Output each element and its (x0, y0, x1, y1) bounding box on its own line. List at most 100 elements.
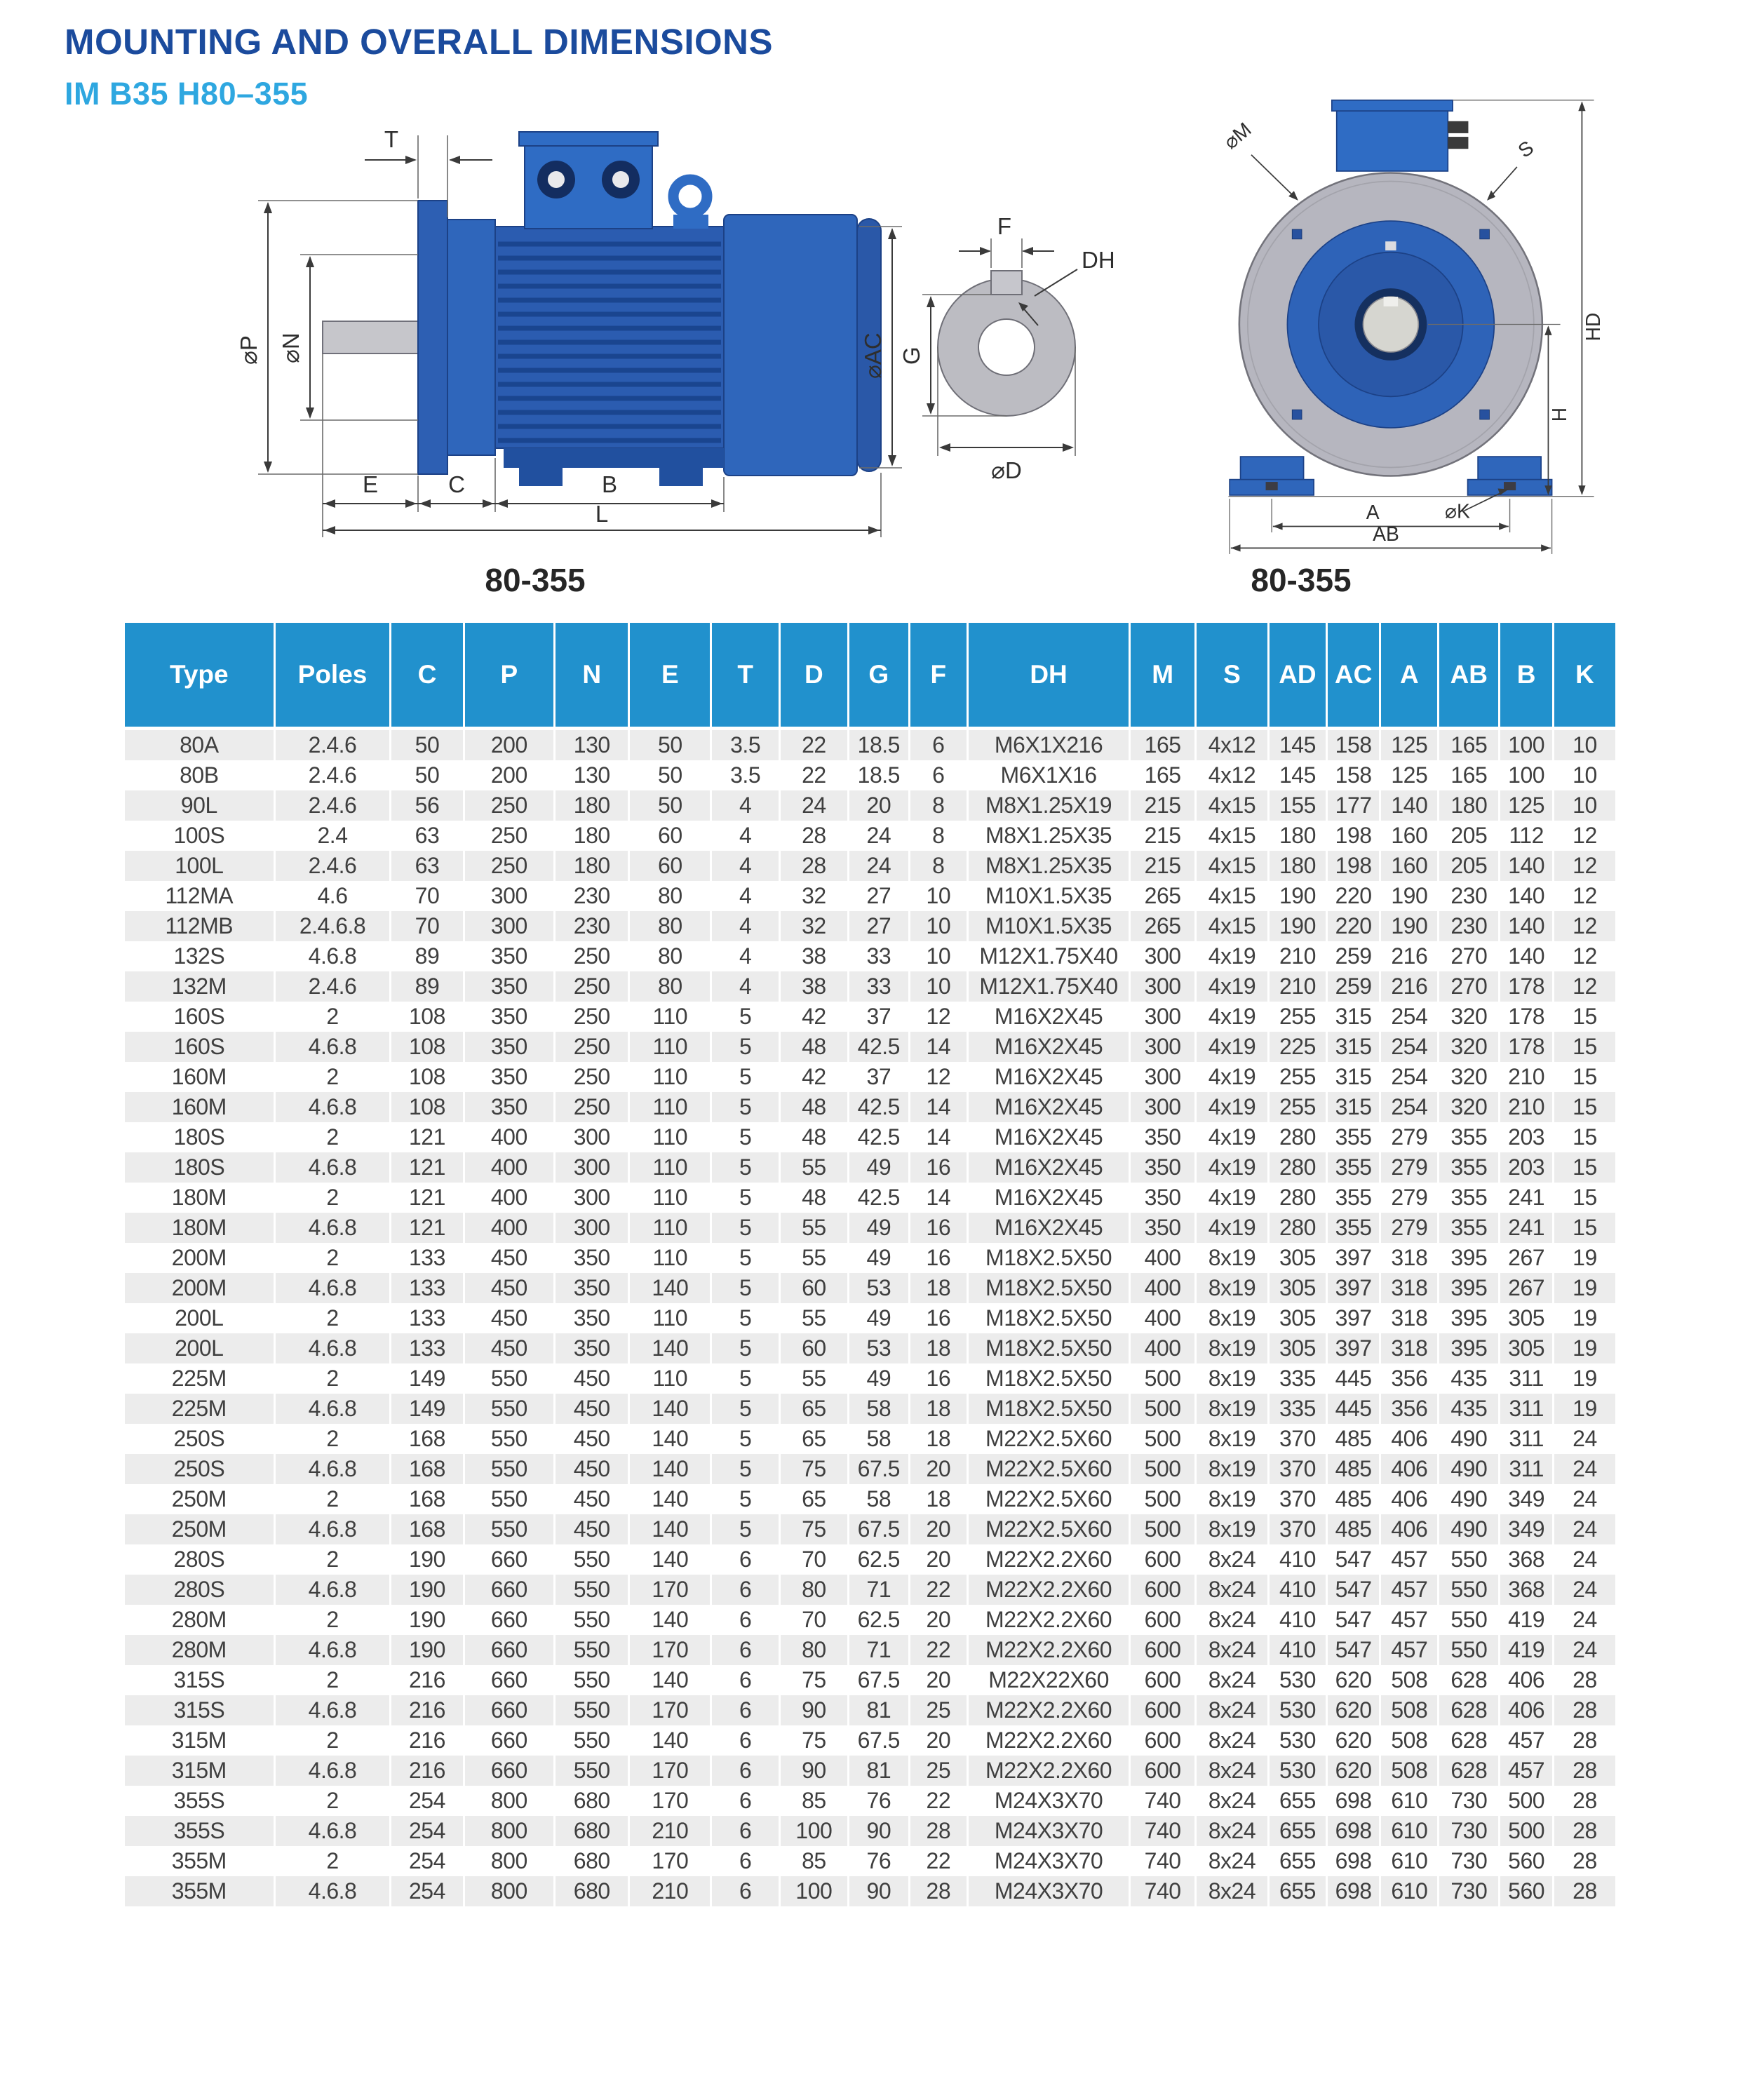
table-cell: 49 (849, 1303, 910, 1333)
table-cell: 49 (849, 1243, 910, 1273)
table-cell: 190 (391, 1635, 465, 1665)
table-cell: 90 (849, 1816, 910, 1846)
table-cell: 149 (391, 1363, 465, 1394)
table-cell: 53 (849, 1273, 910, 1303)
table-cell: 20 (910, 1454, 969, 1484)
table-cell: 140 (630, 1665, 713, 1695)
table-cell: 16 (910, 1213, 969, 1243)
table-cell: 100 (781, 1876, 849, 1906)
table-row: 80B 2.4.6 50 200 130 50 3.5 22 18.5 6 M6X1X16 165 4x… (125, 760, 1615, 790)
conduit-entry (1448, 137, 1469, 149)
table-cell: 300 (1131, 1092, 1197, 1122)
table-cell: M16X2X45 (968, 1122, 1131, 1152)
table-cell: M8X1.25X19 (968, 790, 1131, 821)
table-cell: 500 (1131, 1424, 1197, 1454)
foot-bolt-hole (1265, 482, 1278, 491)
table-cell: 2.4.6 (275, 790, 392, 821)
table-cell: 350 (1131, 1213, 1197, 1243)
table-cell: 530 (1270, 1695, 1328, 1725)
table-row: 225M 2 149 550 450 110 5 55 49 16 M18X2.5X50 500 8x1… (125, 1363, 1615, 1394)
table-cell: M24X3X70 (968, 1876, 1131, 1906)
keyway (990, 270, 1023, 295)
table-cell: 110 (630, 1092, 713, 1122)
table-cell: 8x24 (1196, 1635, 1270, 1665)
table-cell: 24 (1554, 1424, 1615, 1454)
table-cell: 112MB (125, 911, 276, 941)
table-cell: 660 (464, 1635, 556, 1665)
table-cell: 28 (1554, 1725, 1615, 1756)
dim-label-b: B (602, 471, 617, 497)
table-cell: 406 (1500, 1695, 1554, 1725)
table-cell: 110 (630, 1002, 713, 1032)
table-cell: 81 (849, 1756, 910, 1786)
table-cell: 500 (1131, 1363, 1197, 1394)
table-row: 250M 2 168 550 450 140 5 65 58 18 M22X2.5X60 500 8x1… (125, 1484, 1615, 1514)
table-cell: 24 (1554, 1544, 1615, 1575)
table-cell: M22X2.5X60 (968, 1454, 1131, 1484)
table-cell: M22X2.2X60 (968, 1635, 1131, 1665)
table-cell: 5 (712, 1363, 781, 1394)
table-cell: 63 (391, 851, 465, 881)
table-cell: 560 (1500, 1876, 1554, 1906)
table-cell: 16 (910, 1243, 969, 1273)
dim-label-g: G (898, 346, 924, 365)
table-cell: 10 (910, 971, 969, 1002)
table-cell: 2 (275, 1062, 392, 1092)
table-row: 160S 4.6.8 108 350 250 110 5 48 42.5 14 M16X2X45 30… (125, 1032, 1615, 1062)
front-view-caption: 80-355 (1251, 562, 1352, 598)
table-cell: 55 (781, 1363, 849, 1394)
table-cell: 8x24 (1196, 1816, 1270, 1846)
table-cell: 397 (1327, 1273, 1382, 1303)
table-cell: 140 (630, 1514, 713, 1544)
table-cell: 250M (125, 1514, 276, 1544)
table-cell: 5 (712, 1243, 781, 1273)
dim-label-a: A (1366, 501, 1380, 523)
shaft-section-drawing: F DH G ⌀D (898, 213, 1115, 483)
table-cell: 350 (464, 971, 556, 1002)
table-cell: 730 (1439, 1786, 1501, 1816)
table-cell: 28 (1554, 1786, 1615, 1816)
table-cell: 203 (1500, 1122, 1554, 1152)
table-cell: 4.6.8 (275, 1152, 392, 1183)
table-cell: 12 (1554, 941, 1615, 971)
table-cell: 368 (1500, 1544, 1554, 1575)
table-cell: 280 (1270, 1122, 1328, 1152)
table-row: 132M 2.4.6 89 350 250 80 4 38 33 10 M12X1.75X40 300… (125, 971, 1615, 1002)
table-cell: 10 (1554, 730, 1615, 760)
table-cell: 355M (125, 1876, 276, 1906)
table-cell: 4x15 (1196, 851, 1270, 881)
table-cell: 628 (1439, 1756, 1501, 1786)
table-cell: M16X2X45 (968, 1213, 1131, 1243)
table-cell: 660 (464, 1756, 556, 1786)
table-cell: 203 (1500, 1152, 1554, 1183)
table-cell: M22X2.2X60 (968, 1544, 1131, 1575)
table-cell: 19 (1554, 1303, 1615, 1333)
table-cell: 250 (556, 1032, 631, 1062)
table-cell: 350 (464, 1032, 556, 1062)
table-cell: 370 (1270, 1484, 1328, 1514)
table-cell: 300 (1131, 971, 1197, 1002)
table-cell: 140 (630, 1454, 713, 1484)
table-cell: 600 (1131, 1575, 1197, 1605)
table-cell: 225 (1270, 1032, 1328, 1062)
table-cell: 205 (1439, 851, 1501, 881)
table-cell: 210 (1500, 1092, 1554, 1122)
table-row: 315M 2 216 660 550 140 6 75 67.5 20 M22X2.2X60 600 8… (125, 1725, 1615, 1756)
table-cell: 550 (556, 1665, 631, 1695)
table-cell: 600 (1131, 1695, 1197, 1725)
table-cell: 280S (125, 1544, 276, 1575)
table-cell: 550 (1439, 1605, 1501, 1635)
table-cell: 121 (391, 1213, 465, 1243)
table-cell: 335 (1270, 1363, 1328, 1394)
table-cell: 355 (1439, 1152, 1501, 1183)
table-cell: 140 (1500, 851, 1554, 881)
table-cell: 2.4.6 (275, 760, 392, 790)
table-cell: M22X2.2X60 (968, 1695, 1131, 1725)
table-cell: 3.5 (712, 760, 781, 790)
table-cell: 14 (910, 1032, 969, 1062)
table-cell: 4.6.8 (275, 1514, 392, 1544)
table-cell: 90 (781, 1695, 849, 1725)
table-cell: 485 (1327, 1454, 1382, 1484)
table-cell: 12 (910, 1062, 969, 1092)
table-row: 315S 4.6.8 216 660 550 170 6 90 81 25 M22X2.2X60 60… (125, 1695, 1615, 1725)
